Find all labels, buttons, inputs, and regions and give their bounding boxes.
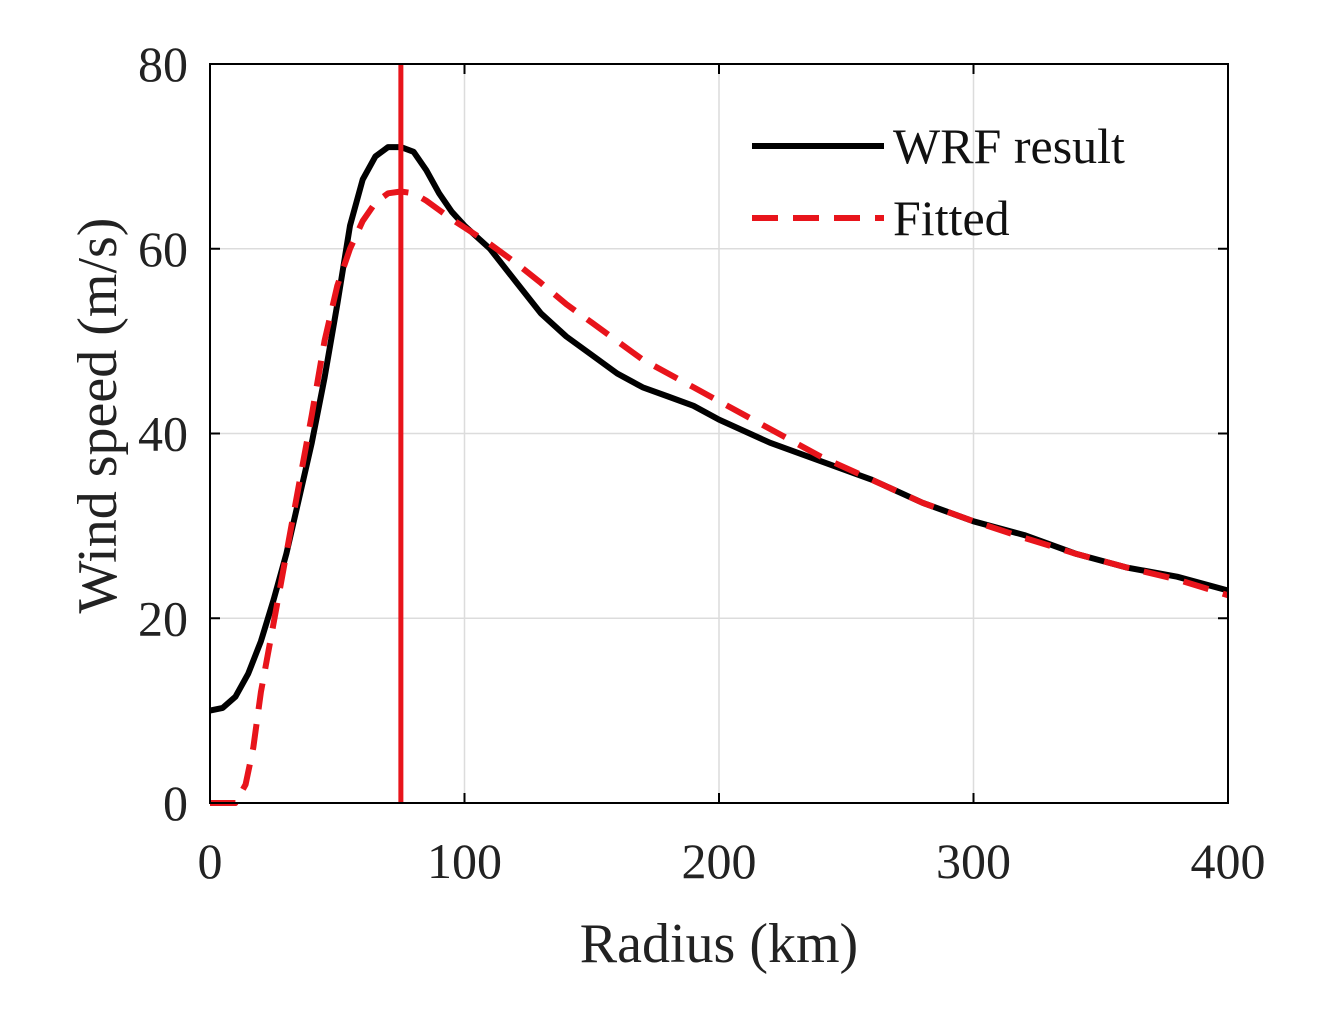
legend: WRF result Fitted (752, 118, 1125, 246)
series-line-fitted (210, 188, 1229, 806)
x-tick-label-0: 0 (198, 833, 223, 889)
y-axis-label: Wind speed (m/s) (67, 218, 129, 614)
series-layer (209, 144, 1229, 806)
tick-labels: 0 100 200 300 400 0 20 40 60 80 (138, 36, 1266, 889)
x-tick-label-1: 100 (427, 833, 502, 889)
x-tick-label-2: 200 (682, 833, 757, 889)
x-tick-label-3: 300 (936, 833, 1011, 889)
grid-lines (210, 64, 1228, 803)
y-tick-label-0: 0 (163, 775, 188, 831)
y-tick-label-4: 80 (138, 36, 188, 92)
x-tick-label-4: 400 (1191, 833, 1266, 889)
x-axis-label: Radius (km) (580, 913, 858, 975)
y-tick-label-1: 20 (138, 590, 188, 646)
y-tick-label-3: 60 (138, 221, 188, 277)
legend-label-wrf-result: WRF result (893, 118, 1125, 174)
legend-label-fitted: Fitted (893, 190, 1010, 246)
axis-ticks (209, 63, 1229, 804)
y-tick-label-2: 40 (138, 406, 188, 462)
